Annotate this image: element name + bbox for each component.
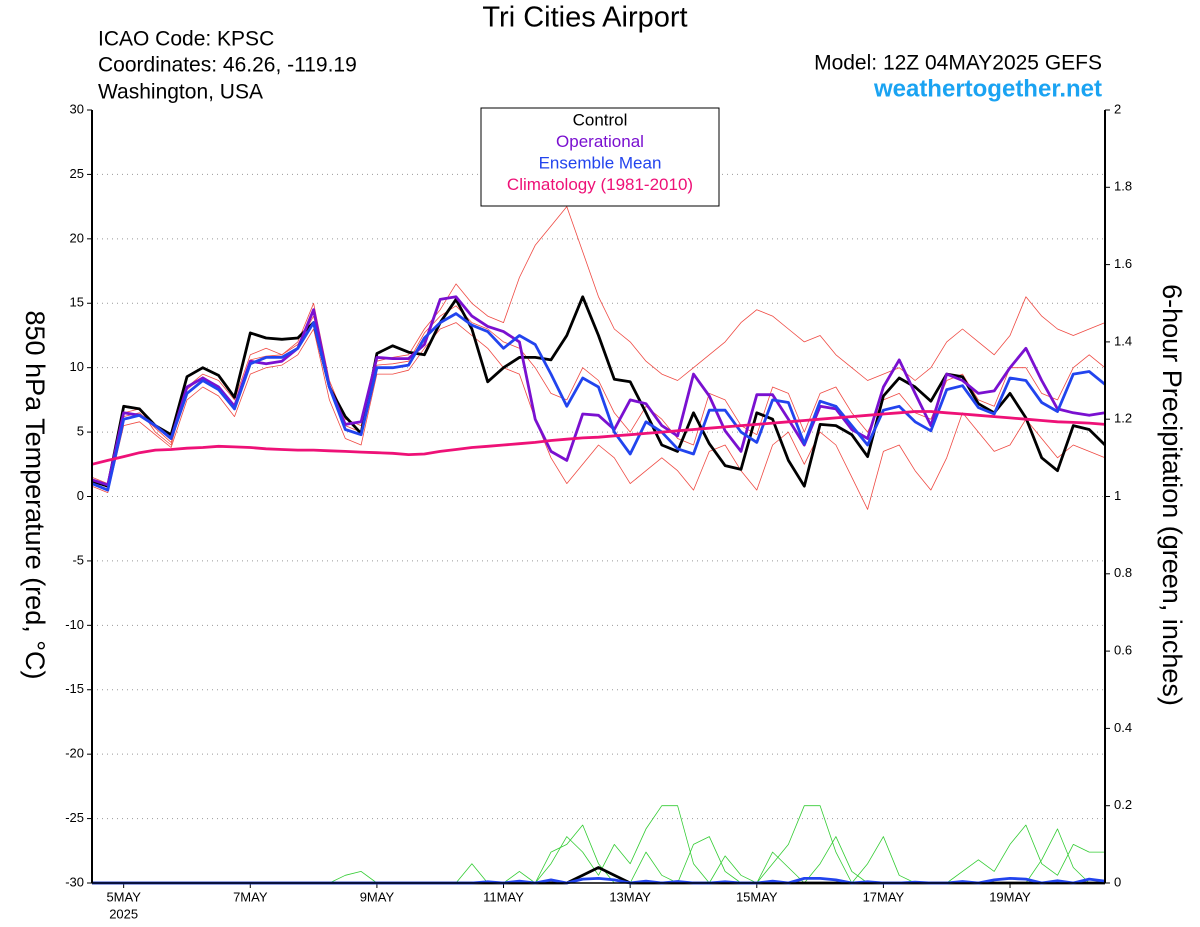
x-tick-label: 17MAY bbox=[863, 889, 905, 904]
info-line: Washington, USA bbox=[98, 81, 263, 104]
source-label: weathertogether.net bbox=[873, 75, 1102, 102]
x-tick-label: 15MAY bbox=[736, 889, 778, 904]
series-line bbox=[91, 295, 1106, 487]
x-tick-label: 5MAY bbox=[106, 889, 141, 904]
y2-tick-label: 1.4 bbox=[1114, 333, 1132, 348]
y-tick-label: -20 bbox=[65, 746, 84, 761]
x-tick-label: 19MAY bbox=[989, 889, 1031, 904]
series-line bbox=[91, 295, 1106, 488]
x-tick-label: 9MAY bbox=[360, 889, 395, 904]
model-label: Model: 12Z 04MAY2025 GEFS bbox=[814, 52, 1102, 75]
info-line: ICAO Code: KPSC bbox=[98, 28, 274, 51]
info-line: Coordinates: 46.26, -119.19 bbox=[98, 54, 357, 77]
y-tick-label: 5 bbox=[77, 424, 84, 439]
legend-entry: Control bbox=[573, 110, 628, 129]
y2-tick-label: 2 bbox=[1114, 101, 1121, 116]
y-tick-label: 30 bbox=[70, 101, 84, 116]
y2-tick-label: 1.8 bbox=[1114, 179, 1132, 194]
chart-title: Tri Cities Airport bbox=[482, 2, 687, 34]
legend-box bbox=[480, 107, 720, 207]
series-line bbox=[91, 322, 1106, 510]
x-tick-label: 7MAY bbox=[233, 889, 268, 904]
y-tick-label: -10 bbox=[65, 617, 84, 632]
y-tick-label: 10 bbox=[70, 359, 84, 374]
y-tick-label: 25 bbox=[70, 166, 84, 181]
y-tick-label: 20 bbox=[70, 230, 84, 245]
series-line bbox=[92, 805, 1105, 884]
y2-tick-label: 0.4 bbox=[1114, 720, 1132, 735]
series-line bbox=[91, 206, 1106, 484]
y2-tick-label: 0 bbox=[1114, 874, 1121, 889]
y-axis-label: 850 hPa Temperature (red, °C) bbox=[20, 311, 50, 680]
series-line bbox=[91, 410, 1106, 466]
series-line bbox=[92, 805, 1105, 884]
y2-tick-label: 0.8 bbox=[1114, 565, 1132, 580]
y-tick-label: 0 bbox=[77, 488, 84, 503]
y2-tick-label: 0.2 bbox=[1114, 797, 1132, 812]
y2-tick-label: 1.6 bbox=[1114, 256, 1132, 271]
x-year-label: 2025 bbox=[109, 906, 138, 921]
y-tick-label: -25 bbox=[65, 810, 84, 825]
legend-entry: Operational bbox=[556, 132, 644, 151]
y2-tick-label: 0.6 bbox=[1114, 643, 1132, 658]
legend-entry: Ensemble Mean bbox=[539, 153, 662, 172]
y-tick-label: -30 bbox=[65, 874, 84, 889]
x-tick-label: 11MAY bbox=[483, 889, 524, 904]
y2-tick-label: 1.2 bbox=[1114, 411, 1132, 426]
legend-entry: Climatology (1981-2010) bbox=[507, 175, 693, 194]
y-tick-label: -5 bbox=[72, 552, 84, 567]
y-tick-label: 15 bbox=[70, 295, 84, 310]
series-line bbox=[91, 312, 1106, 492]
y2-axis-label: 6-hour Precipitation (green, inches) bbox=[1157, 284, 1187, 706]
y-tick-label: -15 bbox=[65, 681, 84, 696]
y2-tick-label: 1 bbox=[1114, 488, 1121, 503]
x-tick-label: 13MAY bbox=[609, 889, 651, 904]
